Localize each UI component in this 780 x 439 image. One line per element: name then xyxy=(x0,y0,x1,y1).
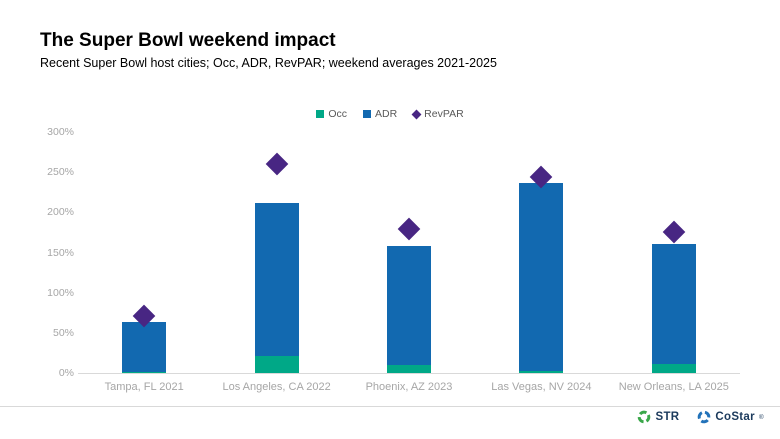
costar-ring-icon xyxy=(698,410,711,424)
occ-legend-label: Occ xyxy=(328,108,347,120)
y-axis-tick-label: 0% xyxy=(58,367,74,379)
adr-legend-label: ADR xyxy=(375,108,398,120)
x-axis-category-label: Phoenix, AZ 2023 xyxy=(365,381,453,393)
occ-bar xyxy=(387,364,431,373)
adr-bar xyxy=(122,321,167,373)
occ-bar xyxy=(651,364,696,373)
str-brand-label: STR xyxy=(655,411,680,423)
chart-legend: Occ ADR RevPAR xyxy=(0,108,780,120)
adr-bar xyxy=(387,246,431,373)
page-subtitle: Recent Super Bowl host cities; Occ, ADR,… xyxy=(40,56,497,70)
revpar-diamond xyxy=(265,152,288,176)
page-title: The Super Bowl weekend impact xyxy=(40,30,336,51)
x-axis-category-label: New Orleans, LA 2025 xyxy=(618,381,729,393)
y-axis-tick-label: 50% xyxy=(52,326,74,339)
y-axis-tick-label: 100% xyxy=(47,286,74,299)
costar-brand: CoStar ® xyxy=(697,410,764,424)
x-axis-line xyxy=(78,373,740,374)
x-axis-category-label: Los Angeles, CA 2022 xyxy=(222,381,331,393)
adr-legend-swatch-icon xyxy=(363,110,371,118)
x-axis-category-label: Las Vegas, NV 2024 xyxy=(491,381,592,393)
str-brand: STR xyxy=(637,410,679,424)
occ-legend-swatch-icon xyxy=(316,110,325,118)
adr-bar xyxy=(519,182,564,373)
revpar-diamond xyxy=(397,217,421,241)
costar-registered-mark: ® xyxy=(758,413,764,421)
adr-bar xyxy=(651,243,696,373)
adr-bar xyxy=(254,202,299,373)
occ-bar xyxy=(254,356,299,373)
costar-brand-label: CoStar xyxy=(715,411,755,423)
occ-bar xyxy=(519,371,564,373)
y-axis-tick-label: 200% xyxy=(47,206,74,219)
y-axis-tick-label: 300% xyxy=(47,126,74,138)
x-axis-category-label: Tampa, FL 2021 xyxy=(104,381,184,393)
footer-brands: STR CoStar ® xyxy=(637,410,764,424)
revpar-diamond xyxy=(662,220,686,243)
str-ring-icon xyxy=(638,410,651,424)
y-axis-tick-label: 250% xyxy=(47,166,74,179)
y-axis-tick-label: 150% xyxy=(47,246,74,259)
footer-divider xyxy=(0,406,780,407)
occ-bar xyxy=(122,372,167,373)
legend-item-revpar: RevPAR xyxy=(411,108,464,120)
revpar-legend-label: RevPAR xyxy=(424,108,464,120)
legend-item-adr: ADR xyxy=(363,108,397,120)
legend-item-occ: Occ xyxy=(316,108,347,120)
